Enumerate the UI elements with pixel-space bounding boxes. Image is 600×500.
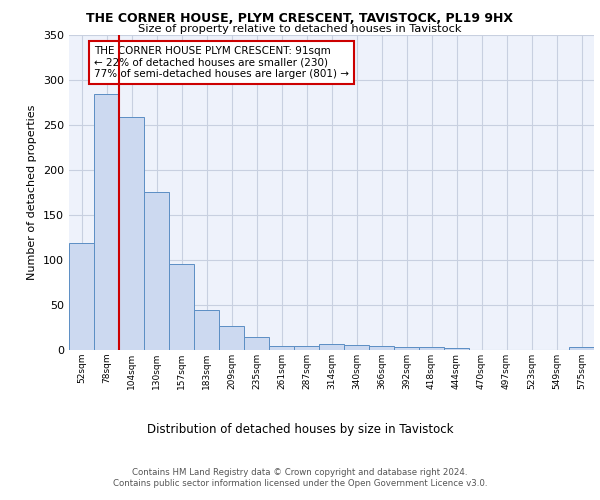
Text: THE CORNER HOUSE PLYM CRESCENT: 91sqm
← 22% of detached houses are smaller (230): THE CORNER HOUSE PLYM CRESCENT: 91sqm ← …	[94, 46, 349, 79]
Bar	[169, 264, 194, 350]
Bar	[444, 348, 469, 350]
Bar	[319, 344, 344, 350]
Text: Contains HM Land Registry data © Crown copyright and database right 2024.
Contai: Contains HM Land Registry data © Crown c…	[113, 468, 487, 487]
Bar	[219, 326, 244, 350]
Bar	[244, 336, 269, 350]
Bar	[569, 348, 594, 350]
Text: Size of property relative to detached houses in Tavistock: Size of property relative to detached ho…	[138, 24, 462, 34]
Bar	[69, 243, 94, 350]
Bar	[369, 346, 394, 350]
Bar	[419, 348, 444, 350]
Bar	[344, 344, 369, 350]
Text: THE CORNER HOUSE, PLYM CRESCENT, TAVISTOCK, PL19 9HX: THE CORNER HOUSE, PLYM CRESCENT, TAVISTO…	[86, 12, 514, 26]
Bar	[269, 346, 294, 350]
Y-axis label: Number of detached properties: Number of detached properties	[28, 105, 37, 280]
Bar	[194, 310, 219, 350]
Bar	[144, 192, 169, 350]
Bar	[394, 348, 419, 350]
Bar	[294, 346, 319, 350]
Bar	[94, 94, 119, 350]
Bar	[119, 117, 144, 350]
Text: Distribution of detached houses by size in Tavistock: Distribution of detached houses by size …	[147, 422, 453, 436]
